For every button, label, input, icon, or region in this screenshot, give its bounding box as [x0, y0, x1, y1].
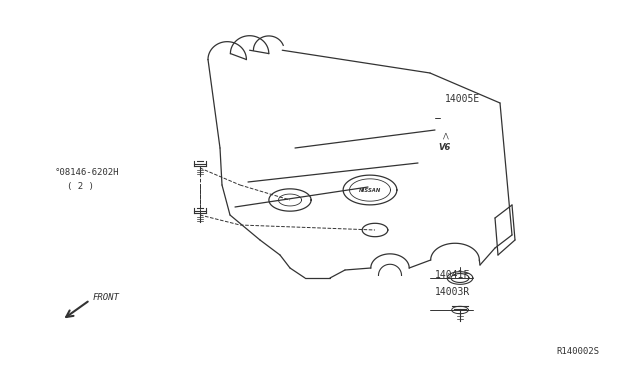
Text: 14003R: 14003R: [435, 287, 470, 297]
Text: 14005E: 14005E: [445, 94, 480, 103]
Text: R140002S: R140002S: [557, 347, 600, 356]
Text: NISSAN: NISSAN: [359, 187, 381, 192]
Text: ⋀: ⋀: [442, 133, 448, 140]
Text: FRONT: FRONT: [93, 293, 120, 302]
Text: ( 2 ): ( 2 ): [67, 182, 94, 190]
Text: °08146-6202H: °08146-6202H: [54, 169, 119, 177]
Text: 14041F: 14041F: [435, 270, 470, 280]
Text: V6: V6: [439, 144, 451, 153]
